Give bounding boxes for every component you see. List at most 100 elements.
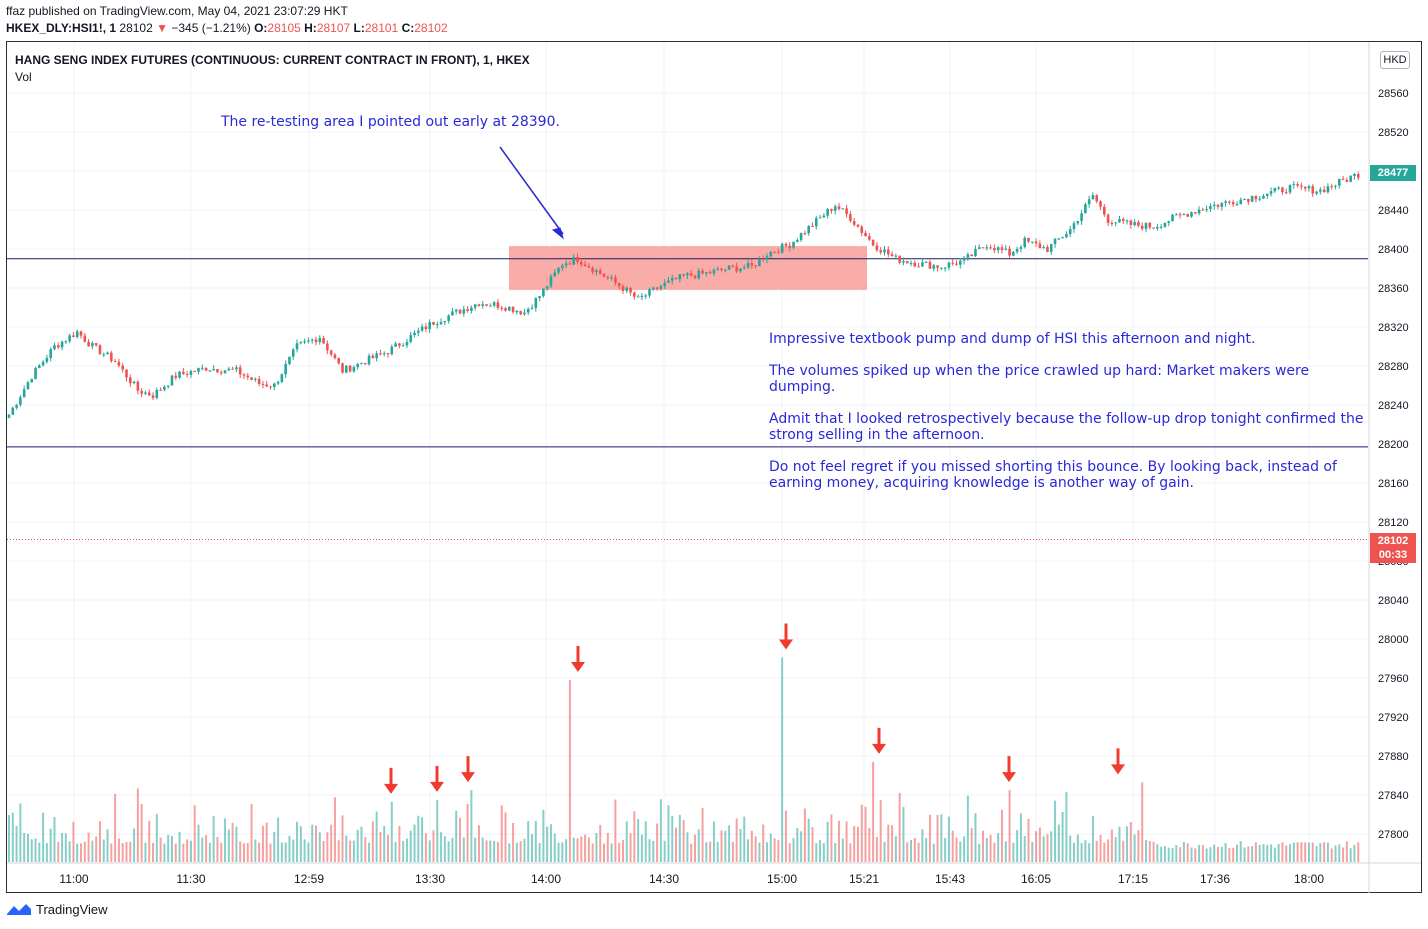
- candle-body: [288, 356, 291, 364]
- candle-body: [1031, 241, 1034, 243]
- volume-bar: [1019, 813, 1022, 862]
- volume-bar: [910, 839, 913, 862]
- volume-bar: [1217, 846, 1220, 862]
- volume-bar: [186, 839, 189, 862]
- candle-body: [1315, 191, 1318, 194]
- volume-bar: [451, 837, 454, 862]
- candle-body: [1114, 222, 1117, 224]
- volume-bar: [1042, 836, 1045, 862]
- candle-body: [454, 309, 458, 312]
- volume-bar: [1099, 834, 1102, 862]
- currency-badge[interactable]: HKD: [1380, 51, 1410, 69]
- candle-body: [784, 243, 788, 246]
- candle-body: [1087, 199, 1091, 205]
- x-tick-label: 15:00: [767, 872, 797, 886]
- countdown-timer: 00:33: [1378, 549, 1408, 561]
- retest-zone-rect: [509, 246, 867, 290]
- symbol-name[interactable]: HKEX_DLY:HSI1!, 1: [6, 21, 117, 35]
- candle-body: [11, 407, 15, 415]
- volume-bar: [258, 842, 261, 862]
- volume-bar: [314, 825, 317, 862]
- chart-frame[interactable]: [6, 41, 1422, 893]
- candle-body: [773, 252, 776, 254]
- volume-bar: [296, 821, 299, 862]
- volume-bar: [917, 842, 920, 862]
- volume-bar: [216, 837, 219, 862]
- volume-bar: [375, 811, 378, 862]
- candle-body: [928, 261, 932, 269]
- down-arrow-icon: [430, 781, 444, 792]
- volume-bar: [1243, 847, 1246, 862]
- candle-body: [204, 367, 208, 371]
- candle-body: [1110, 222, 1114, 224]
- footer-brand[interactable]: TradingView: [6, 901, 108, 917]
- volume-bar: [1156, 844, 1159, 862]
- candle-body: [163, 386, 166, 390]
- volume-bar: [91, 840, 94, 862]
- candle-body: [716, 268, 720, 270]
- volume-bar: [496, 842, 499, 862]
- candle-body: [451, 311, 454, 316]
- volume-bar: [38, 842, 41, 862]
- candle-body: [655, 287, 659, 289]
- volume-bar: [584, 834, 587, 862]
- candle-body: [989, 247, 992, 249]
- volume-bar: [712, 821, 715, 862]
- volume-bar: [853, 826, 856, 862]
- volume-bar: [523, 838, 526, 862]
- candle-body: [905, 261, 909, 264]
- volume-bar: [819, 840, 822, 862]
- volume-bar: [292, 839, 295, 862]
- candle-body: [1303, 186, 1307, 189]
- candle-body: [182, 371, 185, 375]
- candle-body: [68, 335, 71, 342]
- volume-bar: [1046, 834, 1049, 862]
- candle-body: [1292, 184, 1296, 186]
- volume-bar: [747, 839, 750, 862]
- candle-body: [1133, 222, 1136, 226]
- x-tick-label: 17:15: [1118, 872, 1148, 886]
- candle-body: [814, 218, 818, 227]
- volume-bar: [72, 821, 75, 862]
- volume-bar: [796, 827, 799, 862]
- candle-body: [409, 335, 413, 342]
- candle-body: [856, 224, 860, 227]
- volume-bar: [739, 829, 742, 862]
- annotation-arrowhead-icon: [551, 227, 564, 240]
- volume-bar: [443, 836, 446, 862]
- volume-bar: [379, 832, 382, 862]
- candle-body: [303, 341, 306, 343]
- volume-bar: [1209, 847, 1212, 862]
- candle-body: [481, 304, 485, 307]
- candle-body: [352, 367, 356, 372]
- volume-bar: [1152, 841, 1155, 862]
- volume-bar: [1167, 847, 1170, 862]
- x-tick-label: 16:05: [1021, 872, 1051, 886]
- candle-body: [200, 367, 204, 369]
- candle-body: [257, 378, 261, 384]
- volume-bar: [299, 826, 302, 862]
- candle-body: [1042, 247, 1045, 249]
- volume-bar: [1205, 848, 1208, 862]
- y-tick-label: 28440: [1378, 205, 1409, 217]
- candle-body: [1269, 191, 1273, 194]
- volume-bar: [822, 843, 825, 862]
- volume-bar: [178, 831, 181, 862]
- candle-body: [49, 349, 52, 358]
- candle-body: [902, 261, 905, 263]
- volume-bar: [1118, 826, 1121, 862]
- candle-body: [1004, 248, 1008, 250]
- current-price-tag: 28477: [1370, 165, 1416, 181]
- candle-body: [1091, 195, 1095, 200]
- candle-body: [1273, 187, 1277, 192]
- candle-body: [1356, 174, 1360, 178]
- volume-bar: [697, 829, 700, 862]
- candle-body: [1224, 201, 1227, 203]
- volume-bar: [345, 835, 348, 862]
- candle-body: [996, 247, 1000, 251]
- candle-body: [818, 217, 822, 219]
- candle-body: [128, 377, 132, 384]
- candle-body: [250, 377, 253, 380]
- candle-body: [777, 252, 780, 254]
